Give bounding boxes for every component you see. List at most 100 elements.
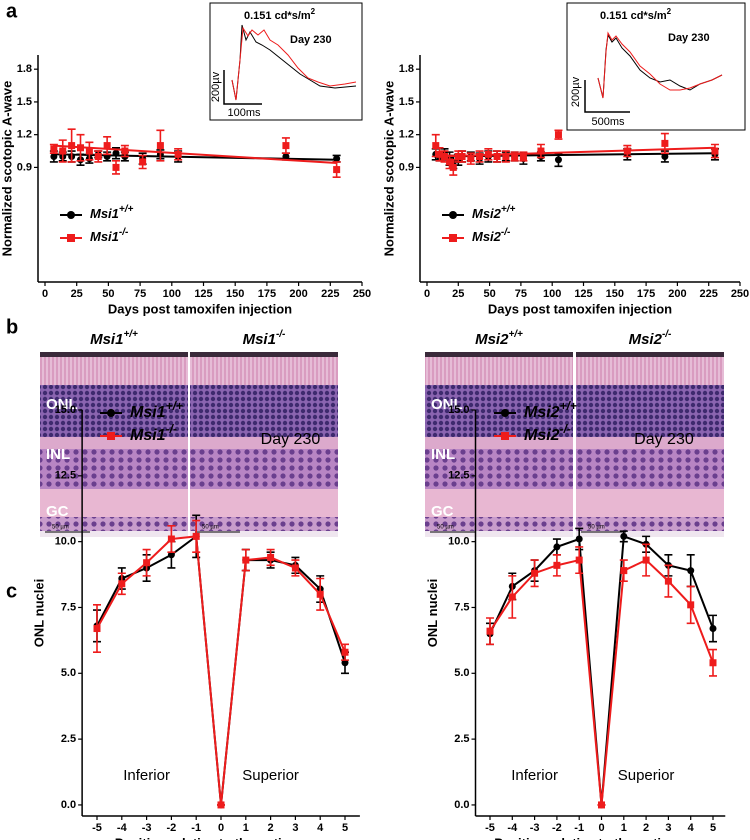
scale-x: 100ms [227, 107, 261, 119]
y-tick-label: 0.9 [399, 161, 414, 173]
x-tick-label: -1 [574, 822, 584, 834]
y-tick-label: 0.0 [61, 799, 76, 811]
layer-label: INL [431, 446, 455, 463]
y-tick-label: 0.0 [454, 799, 469, 811]
y-axis-label: ONL nuclei [32, 579, 47, 647]
x-tick-label: -2 [167, 822, 177, 834]
x-tick-label: 25 [71, 288, 83, 300]
legend-label: Msi1+/+ [90, 204, 134, 222]
tissue-layer [190, 352, 338, 357]
legend-name: Msi2 [524, 404, 560, 421]
scale-x: 500ms [591, 116, 625, 128]
legend-label: Msi2-/- [524, 422, 571, 444]
x-tick-label: 25 [452, 288, 464, 300]
x-tick-label: 4 [317, 822, 324, 834]
scale-label: 50 µm [202, 525, 219, 531]
y-tick-label: 5.0 [454, 667, 469, 679]
legend-marker [67, 234, 75, 242]
tissue-layer [190, 357, 338, 385]
chart: 0.0 2.5 5.0 7.5 10.0 12.5 15.0 -5 -4 -3 -2 -1 0 1 2 3 4 5… [32, 399, 360, 840]
legend-name: Msi1 [130, 427, 166, 444]
data-point [167, 551, 175, 559]
y-axis-label: ONL nuclei [425, 579, 440, 647]
data-point [454, 152, 462, 160]
annotation: Superior [618, 767, 675, 784]
data-point [282, 142, 290, 150]
y-tick-label: 15.0 [55, 404, 76, 416]
x-tick-label: 5 [710, 822, 716, 834]
data-point [192, 532, 200, 540]
x-tick-label: 1 [621, 822, 627, 834]
data-point [458, 152, 466, 160]
genotype: +/+ [508, 329, 523, 340]
data-point [94, 152, 102, 160]
tissue-layer [40, 357, 188, 385]
x-tick-label: 250 [731, 288, 749, 300]
data-point [664, 577, 672, 585]
data-point [93, 625, 101, 633]
data-point [143, 559, 151, 567]
x-tick-label: 50 [102, 288, 114, 300]
legend-name: Msi1 [90, 229, 119, 244]
y-tick-label: 2.5 [454, 733, 469, 745]
tissue-layer [425, 357, 573, 385]
inset-flash: 0.151 cd*s/m2 [244, 7, 316, 22]
data-point [291, 564, 299, 572]
x-tick-label: -1 [191, 822, 201, 834]
y-tick-label: 5.0 [61, 667, 76, 679]
tissue-layer [40, 449, 188, 489]
data-point [103, 142, 111, 150]
data-point [687, 567, 695, 575]
data-point [623, 147, 631, 155]
layer-label: GC [46, 503, 69, 520]
x-tick-label: 100 [163, 288, 181, 300]
tissue-layer [190, 437, 338, 449]
data-point [598, 801, 605, 809]
tissue-layer [425, 531, 573, 537]
scale-y: 200µv [570, 76, 582, 107]
genotype-header: Msi2+/+ [475, 329, 523, 348]
x-tick-label: -4 [507, 822, 518, 834]
tissue-layer [40, 489, 188, 517]
legend-label: Msi2+/+ [524, 399, 577, 421]
legend-marker [107, 432, 115, 440]
x-tick-label: 4 [688, 822, 695, 834]
x-tick-label: -5 [92, 822, 102, 834]
x-tick-label: -3 [530, 822, 540, 834]
data-point [217, 801, 225, 809]
x-tick-label: 0 [218, 822, 224, 834]
layer-label: GC [431, 503, 454, 520]
tissue-layer [425, 489, 573, 517]
chart: 0.9 1.2 1.5 1.8 0 25 50 75 100 125 150 175 200 225 250… [381, 55, 749, 316]
legend-genotype: +/+ [119, 204, 134, 215]
series-line [96, 534, 346, 806]
data-point [554, 156, 562, 164]
scale-bar [223, 70, 262, 105]
annotation: Day 230 [261, 431, 321, 448]
x-tick-label: -5 [485, 822, 495, 834]
tissue-layer [190, 385, 338, 437]
legend-label: Msi2-/- [472, 227, 511, 245]
genotype: +/+ [123, 329, 138, 340]
legend-name: Msi2 [472, 229, 502, 244]
x-tick-label: 75 [134, 288, 146, 300]
data-point [139, 158, 147, 166]
data-point [519, 152, 527, 160]
data-point [661, 139, 669, 147]
x-axis-label: Position relative to the optic nerve [494, 835, 706, 840]
legend-genotype: +/+ [166, 399, 183, 413]
legend-marker [107, 409, 115, 417]
panel-label: a [6, 0, 18, 22]
x-tick-label: 125 [194, 288, 212, 300]
tissue-layer [40, 437, 188, 449]
tissue-layer [425, 437, 573, 449]
data-point [467, 155, 475, 163]
chart: 0.9 1.2 1.5 1.8 0 25 50 75 100 125 150 175 200 225 250… [0, 55, 371, 316]
data-point [709, 659, 717, 667]
annotation: Superior [242, 767, 299, 784]
panel-label: c [6, 580, 17, 602]
x-tick-label: 3 [292, 822, 298, 834]
tissue-layer [190, 517, 338, 531]
legend-genotype: -/- [501, 227, 511, 238]
tissue-layer [576, 352, 724, 357]
